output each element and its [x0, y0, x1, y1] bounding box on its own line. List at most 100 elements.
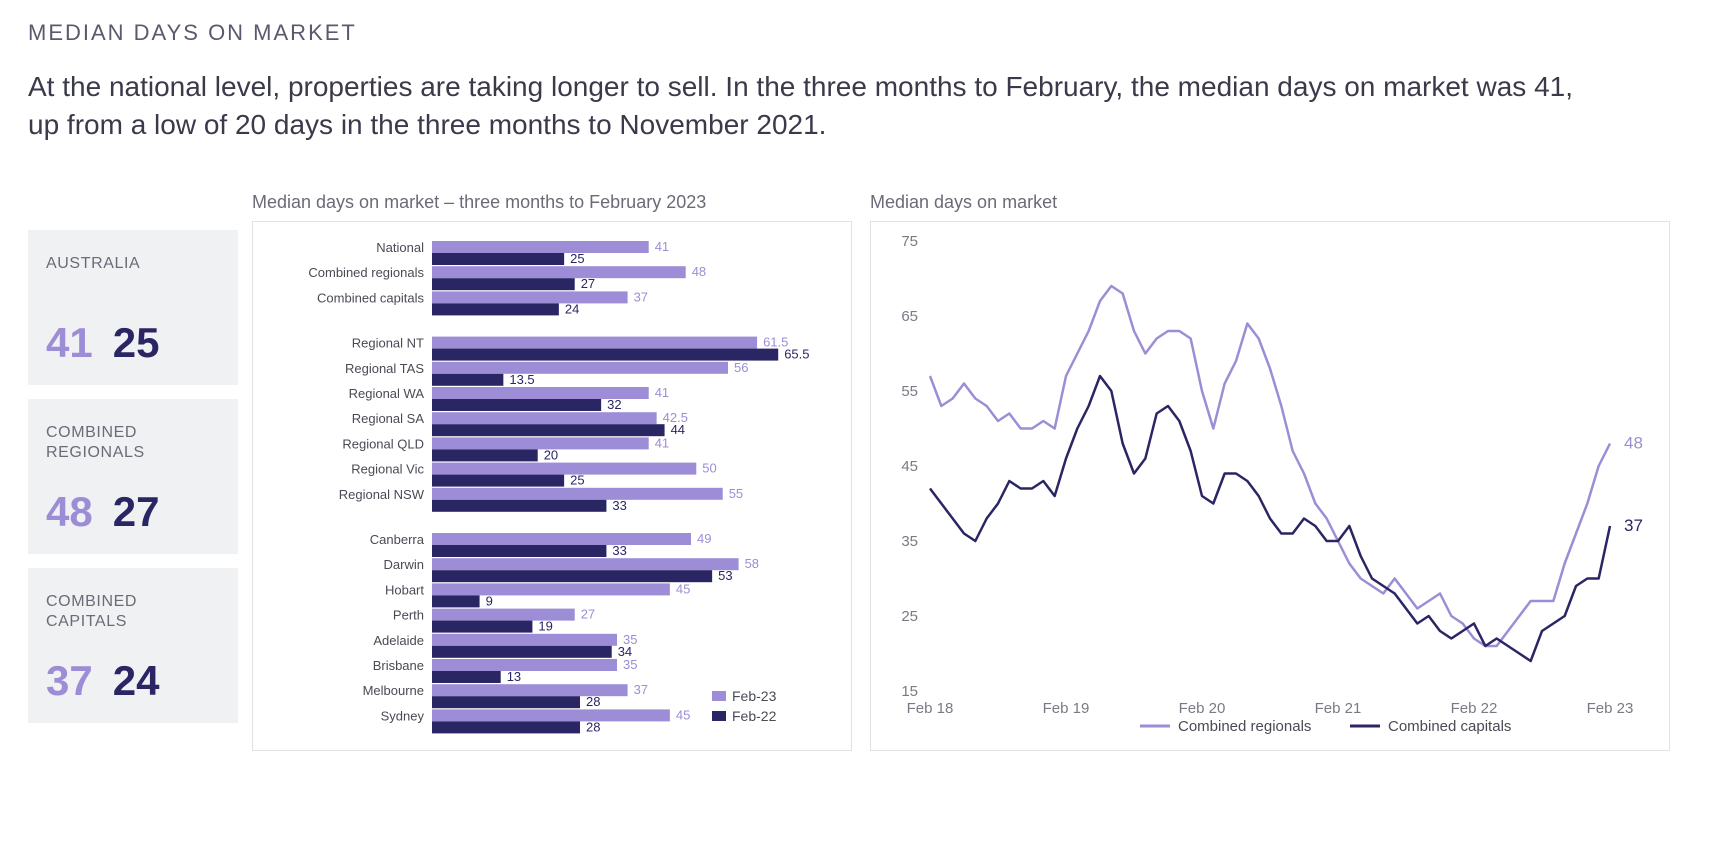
bar-row-label: Darwin [384, 557, 424, 572]
bar-value-feb23: 50 [702, 460, 716, 475]
bar-row-label: Adelaide [373, 632, 424, 647]
summary-text: At the national level, properties are ta… [28, 68, 1578, 144]
bar-value-feb22: 28 [586, 694, 600, 709]
legend-swatch [712, 691, 726, 701]
bar-row-label: Regional QLD [342, 436, 424, 451]
stat-value-current: 41 [46, 319, 93, 367]
stat-values: 41 25 [46, 319, 220, 367]
bar-value-feb22: 44 [671, 422, 685, 437]
charts-row: AUSTRALIA4125COMBINED REGIONALS4827COMBI… [28, 192, 1684, 756]
x-tick-label: Feb 20 [1179, 700, 1226, 717]
bar-feb22 [432, 499, 606, 511]
bar-row-label: Regional NT [352, 335, 424, 350]
bar-value-feb22: 19 [538, 618, 552, 633]
bar-value-feb22: 33 [612, 497, 626, 512]
legend-label: Combined regionals [1178, 718, 1311, 735]
y-tick-label: 55 [901, 383, 918, 400]
bar-value-feb23: 58 [745, 556, 759, 571]
bar-feb23 [432, 336, 757, 348]
bar-feb23 [432, 608, 575, 620]
bar-feb23 [432, 241, 649, 253]
bar-feb23 [432, 709, 670, 721]
bar-feb22 [432, 721, 580, 733]
bar-feb23 [432, 633, 617, 645]
bar-feb23 [432, 266, 686, 278]
stat-stack: AUSTRALIA4125COMBINED REGIONALS4827COMBI… [28, 230, 238, 723]
bar-value-feb23: 27 [581, 606, 595, 621]
bar-chart-title: Median days on market – three months to … [252, 192, 852, 213]
bar-feb23 [432, 462, 696, 474]
bar-feb22 [432, 348, 778, 360]
bar-row-label: Regional Vic [351, 461, 424, 476]
bar-value-feb23: 41 [655, 385, 669, 400]
y-tick-label: 35 [901, 533, 918, 550]
bar-value-feb23: 37 [634, 289, 648, 304]
stat-box: AUSTRALIA4125 [28, 230, 238, 385]
x-tick-label: Feb 21 [1315, 700, 1362, 717]
x-tick-label: Feb 22 [1451, 700, 1498, 717]
bar-chart: National4125Combined regionals4827Combin… [252, 221, 852, 751]
bar-row-label: Regional WA [349, 386, 425, 401]
bar-value-feb22: 25 [570, 472, 584, 487]
bar-feb22 [432, 449, 538, 461]
bar-row-label: Canberra [370, 532, 425, 547]
bar-value-feb22: 53 [718, 568, 732, 583]
bar-feb23 [432, 291, 628, 303]
y-tick-label: 75 [901, 233, 918, 250]
bar-feb22 [432, 645, 612, 657]
line-series [930, 286, 1610, 646]
stat-value-prior: 25 [113, 319, 160, 367]
line-chart-wrap: Median days on market 15 25 35 45 55 65 75 Feb … [870, 192, 1670, 756]
line-series [930, 376, 1610, 661]
line-chart-title: Median days on market [870, 192, 1670, 213]
y-tick-label: 25 [901, 608, 918, 625]
bar-value-feb22: 20 [544, 447, 558, 462]
bar-value-feb23: 49 [697, 531, 711, 546]
stat-label: COMBINED REGIONALS [46, 423, 220, 465]
left-column: AUSTRALIA4125COMBINED REGIONALS4827COMBI… [28, 192, 852, 756]
y-tick-label: 45 [901, 458, 918, 475]
bar-row-label: Hobart [385, 582, 424, 597]
bar-value-feb22: 13 [507, 669, 521, 684]
bar-row-label: Combined capitals [317, 290, 424, 305]
bar-row-label: Regional TAS [345, 360, 424, 375]
legend-swatch [712, 711, 726, 721]
bar-feb22 [432, 303, 559, 315]
bar-feb23 [432, 659, 617, 671]
bar-value-feb22: 27 [581, 276, 595, 291]
stat-values: 3724 [46, 657, 220, 705]
stat-value-current: 48 [46, 488, 93, 536]
bar-feb22 [432, 253, 564, 265]
bar-row-label: Regional NSW [339, 486, 425, 501]
bar-feb22 [432, 595, 480, 607]
bar-feb23 [432, 437, 649, 449]
bar-feb23 [432, 558, 739, 570]
bar-value-feb23: 37 [634, 682, 648, 697]
bar-value-feb22: 25 [570, 251, 584, 266]
y-tick-label: 65 [901, 308, 918, 325]
bar-value-feb23: 48 [692, 264, 706, 279]
bar-feb23 [432, 487, 723, 499]
bar-feb22 [432, 278, 575, 290]
bar-value-feb22: 24 [565, 301, 579, 316]
y-tick-label: 15 [901, 683, 918, 700]
bar-feb22 [432, 545, 606, 557]
bar-feb22 [432, 399, 601, 411]
bar-feb23 [432, 412, 657, 424]
bar-value-feb22: 32 [607, 397, 621, 412]
series-end-label: 48 [1624, 433, 1643, 452]
stat-box: COMBINED REGIONALS4827 [28, 399, 238, 554]
bar-value-feb23: 45 [676, 707, 690, 722]
bar-row-label: Perth [393, 607, 424, 622]
bar-value-feb23: 41 [655, 435, 669, 450]
x-tick-label: Feb 23 [1587, 700, 1634, 717]
bar-value-feb22: 28 [586, 719, 600, 734]
bar-feb22 [432, 671, 501, 683]
bar-feb22 [432, 474, 564, 486]
bar-row-label: Melbourne [363, 683, 424, 698]
bar-feb23 [432, 583, 670, 595]
stat-label: COMBINED CAPITALS [46, 592, 220, 634]
stat-value-current: 37 [46, 657, 93, 705]
bar-feb22 [432, 570, 712, 582]
bar-value-feb23: 41 [655, 239, 669, 254]
